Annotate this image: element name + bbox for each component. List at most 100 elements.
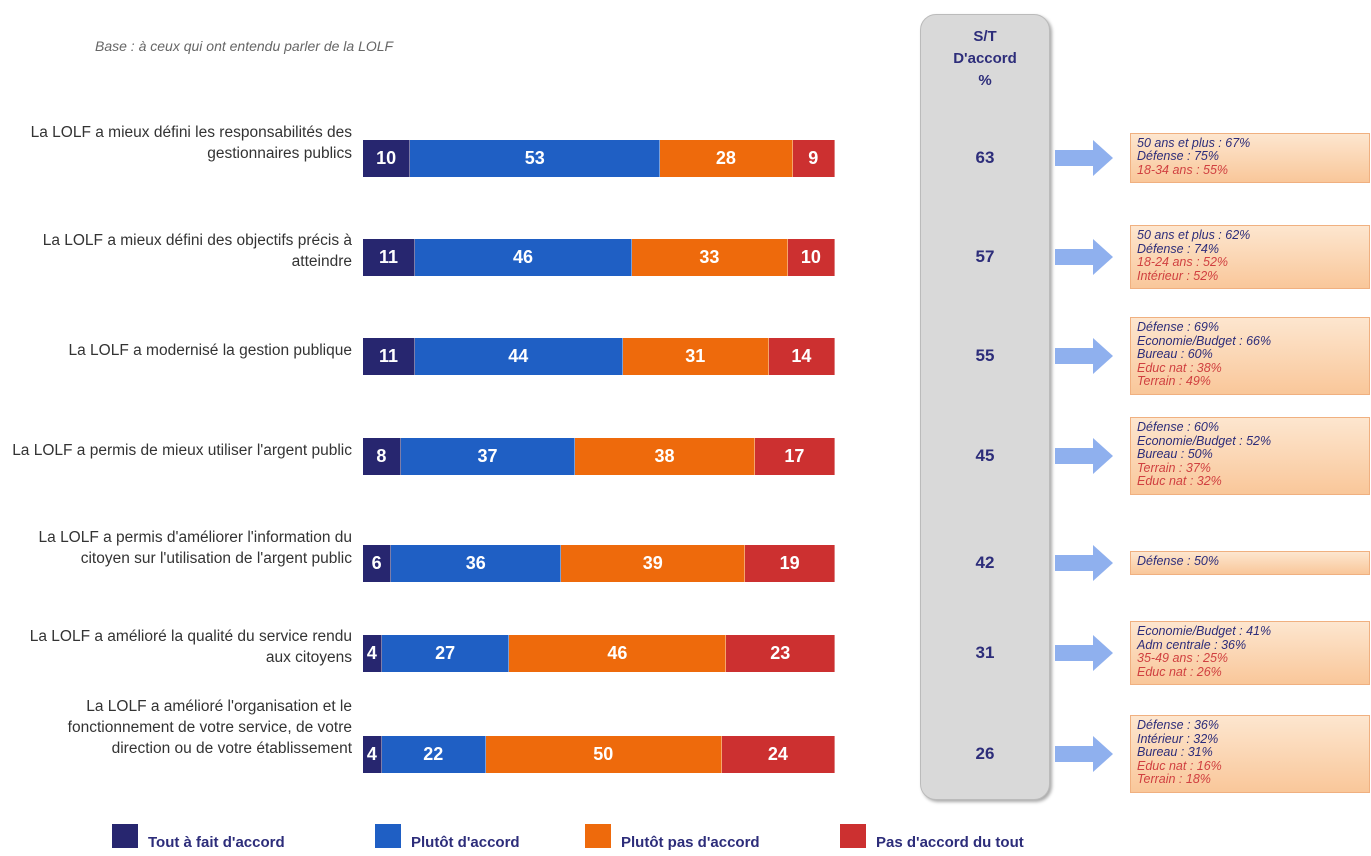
bar-segment: 4 (363, 634, 382, 672)
arrow (1055, 438, 1113, 474)
annotation-box: 50 ans et plus : 67% Défense : 75% 18-34 a… (1130, 132, 1370, 184)
arrow (1055, 736, 1113, 772)
legend-swatch (375, 824, 401, 848)
value-label: 19 (779, 552, 800, 573)
bar-segment: 36 (391, 544, 562, 582)
annotation-line: 50 ans et plus : 67% (1137, 135, 1251, 150)
bar-segment: 50 (485, 735, 722, 773)
arrow (1055, 545, 1113, 581)
value-label: 22 (423, 743, 444, 764)
annotation-line: Terrain : 49% (1137, 374, 1211, 389)
totals-panel (920, 14, 1050, 800)
value-label: 8 (376, 445, 387, 466)
annotation-line: Educ nat : 32% (1137, 474, 1222, 489)
annotation-line: Bureau : 60% (1137, 347, 1213, 362)
annotation-line: Défense : 36% (1137, 718, 1219, 733)
totals-header: % (978, 72, 992, 89)
value-label: 46 (607, 642, 628, 663)
annotation-line: 18-24 ans : 52% (1137, 255, 1229, 269)
annotation-line: Défense : 50% (1137, 554, 1219, 569)
bar-segment: 24 (721, 735, 835, 773)
annotation-line: 35-49 ans : 25% (1137, 651, 1229, 665)
value-label: 39 (642, 552, 663, 573)
value-label: 11 (378, 345, 398, 366)
bar-segment: 39 (561, 544, 746, 582)
annotation-line: Défense : 60% (1137, 420, 1219, 435)
annotation-line: Terrain : 18% (1137, 772, 1211, 787)
annotation-box: Economie/Budget : 41% Adm centrale : 36% 3… (1130, 621, 1370, 685)
bar-segment: 14 (768, 337, 835, 375)
bar-segment: 31 (622, 337, 769, 375)
total-value: 57 (975, 247, 995, 266)
annotation-box: Défense : 36% Intérieur : 32% Bureau : 31%… (1130, 715, 1370, 793)
total-value: 31 (975, 643, 995, 662)
arrow (1055, 635, 1113, 671)
legend-label: Plutôt pas d'accord (621, 834, 760, 851)
annotation-box: Défense : 69% Economie/Budget : 66% Bureau… (1130, 317, 1370, 395)
bar-segment: 46 (509, 634, 727, 672)
legend-label: Plutôt d'accord (411, 834, 520, 851)
arrow (1055, 239, 1113, 275)
value-label: 33 (699, 246, 720, 267)
bar-segment: 11 (363, 238, 415, 276)
legend-swatch (585, 824, 611, 848)
value-label: 4 (366, 642, 377, 663)
total-value: 26 (975, 744, 995, 763)
annotation-line: Terrain : 37% (1137, 460, 1211, 475)
bar-segment: 38 (575, 437, 755, 475)
total-value: 55 (975, 346, 995, 365)
annotation-line: Bureau : 31% (1137, 745, 1213, 760)
total-value: 45 (975, 446, 995, 465)
annotation-line: Educ nat : 16% (1137, 758, 1222, 773)
subtitle: Base : à ceux qui ont entendu parler de … (95, 38, 394, 54)
value-label: 10 (376, 147, 397, 168)
value-label: 36 (465, 552, 486, 573)
category-label: La LOLF a amélioré la qualité du service… (29, 628, 352, 666)
annotation-line: 18-34 ans : 55% (1137, 162, 1229, 177)
annotation-line: Intérieur : 32% (1137, 731, 1219, 746)
category-label: La LOLF a permis d'améliorer l'informati… (38, 529, 352, 567)
value-label: 4 (366, 743, 377, 764)
value-label: 27 (435, 642, 456, 663)
category-label: La LOLF a modernisé la gestion publique (68, 341, 353, 359)
legend-label: Pas d'accord du tout (876, 834, 1024, 851)
annotation-line: Educ nat : 38% (1137, 360, 1222, 375)
annotation-line: Intérieur : 52% (1137, 268, 1219, 283)
annotation-line: Défense : 74% (1137, 241, 1219, 256)
value-label: 28 (715, 147, 736, 168)
annotation-box: 50 ans et plus : 62% Défense : 74% 18-24 a… (1130, 225, 1370, 289)
value-label: 37 (477, 445, 498, 466)
value-label: 14 (791, 345, 812, 366)
annotation-line: Défense : 69% (1137, 320, 1219, 335)
total-value: 42 (975, 553, 995, 572)
bar-segment: 8 (363, 437, 401, 475)
bar-segment: 22 (381, 735, 486, 773)
bar-segment: 53 (410, 139, 661, 177)
legend-swatch (112, 824, 138, 848)
value-label: 31 (685, 345, 706, 366)
annotation-line: 50 ans et plus : 62% (1137, 228, 1251, 242)
category-label: La LOLF a mieux défini des objectifs pré… (42, 232, 352, 270)
arrow (1055, 140, 1113, 176)
value-label: 23 (770, 642, 791, 663)
annotation-line: Economie/Budget : 52% (1137, 433, 1272, 448)
bar-segment: 11 (363, 337, 415, 375)
bar-segment: 28 (660, 139, 793, 177)
bar-segment: 17 (754, 437, 835, 475)
totals-header: S/T (973, 28, 997, 45)
value-label: 24 (767, 743, 788, 764)
value-label: 38 (654, 445, 675, 466)
bar-segment: 44 (414, 337, 623, 375)
value-label: 50 (593, 743, 614, 764)
annotation-line: Bureau : 50% (1137, 447, 1213, 462)
bar-segment: 46 (414, 238, 633, 276)
annotation-box: Défense : 50% (1130, 551, 1370, 575)
annotation-line: Economie/Budget : 66% (1137, 333, 1272, 348)
category-label: La LOLF a amélioré l'organisation et le … (67, 697, 352, 757)
bar-segment: 33 (632, 238, 788, 276)
category-label: La LOLF a permis de mieux utiliser l'arg… (12, 441, 352, 459)
value-label: 9 (808, 147, 819, 168)
bar-segment: 6 (363, 544, 392, 582)
value-label: 44 (508, 345, 529, 366)
